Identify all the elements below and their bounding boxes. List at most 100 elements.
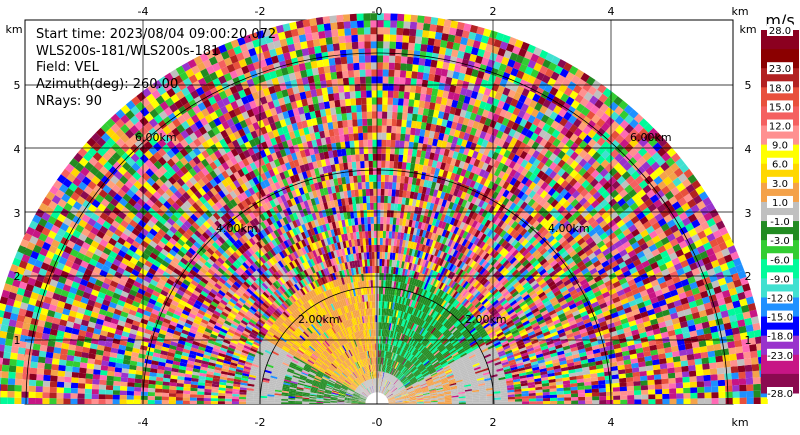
- radar-gate: [521, 238, 529, 247]
- radar-gate: [599, 198, 609, 208]
- radar-gate: [374, 230, 377, 238]
- radar-gate: [730, 251, 740, 261]
- radar-gate: [603, 264, 613, 272]
- radar-gate: [390, 386, 397, 392]
- radar-gate: [581, 282, 590, 290]
- radar-gate: [634, 233, 643, 242]
- radar-gate: [372, 160, 377, 168]
- radar-gate: [570, 383, 578, 388]
- radar-gate: [560, 261, 569, 270]
- radar-gate: [684, 251, 693, 260]
- radar-gate: [549, 259, 558, 268]
- radar-gate: [658, 321, 667, 329]
- radar-gate: [419, 380, 426, 385]
- radar-gate: [573, 282, 582, 290]
- radar-gate: [577, 176, 587, 185]
- radar-gate: [410, 379, 418, 384]
- radar-gate: [567, 271, 576, 280]
- radar-gate: [445, 322, 452, 329]
- radar-gate: [479, 400, 487, 403]
- radar-gate: [377, 181, 381, 189]
- radar-gate: [540, 309, 549, 317]
- radar-gate: [409, 401, 417, 403]
- radar-gate: [587, 329, 596, 336]
- radar-gate: [442, 383, 450, 387]
- radar-gate: [728, 314, 738, 323]
- radar-gate: [643, 132, 654, 143]
- radar-gate: [415, 390, 422, 393]
- radar-gate: [577, 385, 585, 390]
- radar-gate: [535, 353, 544, 359]
- radar-gate: [466, 313, 473, 320]
- radar-gate: [648, 243, 658, 252]
- radar-gate: [628, 299, 637, 307]
- radar-gate: [568, 249, 577, 258]
- radar-gate: [613, 252, 622, 261]
- radar-gate: [416, 395, 424, 398]
- radar-gate: [744, 358, 752, 366]
- radar-gate: [703, 327, 712, 335]
- radar-gate: [487, 402, 494, 404]
- radar-gate: [624, 133, 634, 144]
- radar-gate: [545, 204, 554, 213]
- radar-gate: [577, 382, 585, 387]
- radar-gate: [546, 366, 554, 371]
- radar-gate: [393, 379, 399, 385]
- radar-gate: [428, 344, 434, 351]
- radar-gate: [551, 334, 560, 340]
- radar-gate: [424, 362, 432, 368]
- radar-gate: [395, 380, 401, 387]
- radar-gate: [657, 217, 667, 227]
- radar-gate: [655, 189, 665, 200]
- radar-gate: [682, 284, 692, 292]
- radar-gate: [409, 28, 417, 37]
- radar-gate: [437, 401, 445, 403]
- radar-gate: [554, 371, 562, 376]
- radar-gate: [668, 383, 677, 389]
- radar-gate: [672, 350, 680, 358]
- radar-gate: [395, 41, 403, 50]
- radar-gate: [638, 137, 648, 148]
- radar-gate: [381, 280, 384, 288]
- radar-gate: [400, 391, 408, 395]
- radar-gate: [559, 360, 567, 366]
- radar-gate: [409, 399, 417, 401]
- radar-gate: [612, 280, 621, 289]
- radar-gate: [392, 104, 398, 113]
- radar-gate: [633, 113, 644, 124]
- radar-gate: [398, 386, 405, 391]
- radar-gate: [540, 373, 548, 378]
- radar-gate: [384, 181, 389, 189]
- radar-gate: [461, 372, 469, 377]
- radar-gate: [527, 313, 535, 321]
- radar-gate: [696, 375, 704, 382]
- radar-gate: [656, 156, 666, 167]
- radar-gate: [461, 374, 469, 378]
- radar-gate: [389, 161, 394, 169]
- radar-gate: [371, 76, 377, 84]
- radar-gate: [567, 365, 576, 371]
- radar-gate: [618, 277, 628, 285]
- radar-gate: [662, 393, 670, 399]
- radar-gate: [446, 373, 454, 378]
- radar-gate: [572, 181, 582, 191]
- radar-gate: [716, 324, 725, 332]
- radar-gate: [575, 299, 584, 307]
- radar-gate: [557, 225, 566, 234]
- radar-gate: [502, 342, 510, 348]
- radar-gate: [671, 317, 680, 325]
- radar-gate: [396, 119, 402, 127]
- radar-gate: [472, 391, 480, 394]
- radar-gate: [652, 364, 661, 371]
- radar-gate: [486, 304, 494, 311]
- radar-gate: [737, 365, 746, 373]
- radar-gate: [485, 282, 493, 290]
- radar-gate: [410, 366, 417, 373]
- radar-gate: [402, 28, 410, 36]
- radar-gate: [539, 258, 548, 266]
- radar-gate: [514, 391, 522, 395]
- radar-gate: [690, 392, 698, 399]
- radar-gate: [613, 215, 622, 224]
- radar-gate: [528, 267, 537, 275]
- radar-gate: [608, 232, 617, 241]
